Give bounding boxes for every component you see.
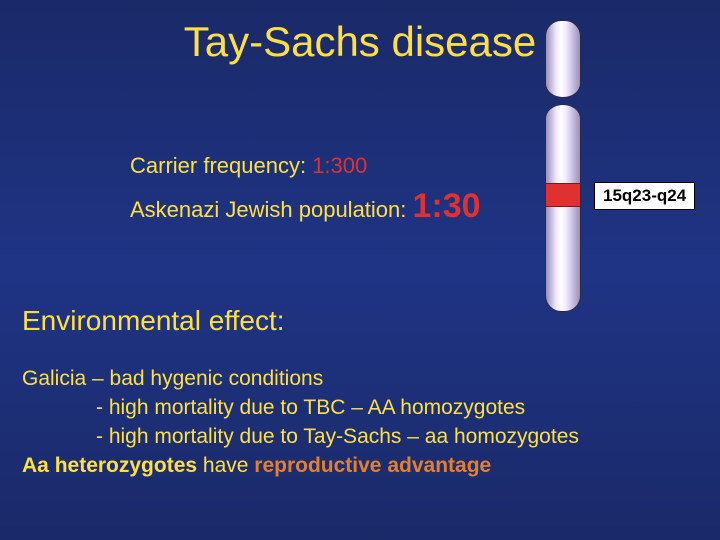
l4-reproductive: reproductive <box>254 454 381 477</box>
body-line-1: Galicia – bad hygenic conditions <box>22 365 698 394</box>
chromosome-short-arm <box>545 20 581 98</box>
chromosome-long-arm <box>545 104 581 312</box>
body-line-2: - high mortality due to TBC – AA homozyg… <box>22 394 698 423</box>
l4-heterozygotes: heterozygotes <box>55 454 197 477</box>
locus-label: 15q23-q24 <box>594 182 695 210</box>
slide-title: Tay-Sachs disease <box>0 0 720 66</box>
environmental-heading: Environmental effect: <box>22 305 285 337</box>
askenazi-value: 1:30 <box>413 187 481 225</box>
body-text: Galicia – bad hygenic conditions - high … <box>22 365 698 481</box>
carrier-frequency-block: Carrier frequency: 1:300 Askenazi Jewish… <box>130 150 481 231</box>
l4-advantage: advantage <box>387 454 491 477</box>
carrier-freq-label: Carrier frequency: <box>130 153 312 178</box>
chromosome-locus-band <box>546 183 580 207</box>
l4-aa: Aa <box>22 454 55 477</box>
askenazi-label: Askenazi Jewish population: <box>130 197 413 222</box>
askenazi-line: Askenazi Jewish population: 1:30 <box>130 182 481 231</box>
body-line-3: - high mortality due to Tay-Sachs – aa h… <box>22 423 698 452</box>
body-line-4: Aa heterozygotes have reproductive advan… <box>22 452 698 481</box>
l4-have: have <box>197 454 254 477</box>
carrier-frequency-line: Carrier frequency: 1:300 <box>130 150 481 182</box>
carrier-freq-value: 1:300 <box>312 153 367 178</box>
chromosome-diagram <box>545 20 581 320</box>
